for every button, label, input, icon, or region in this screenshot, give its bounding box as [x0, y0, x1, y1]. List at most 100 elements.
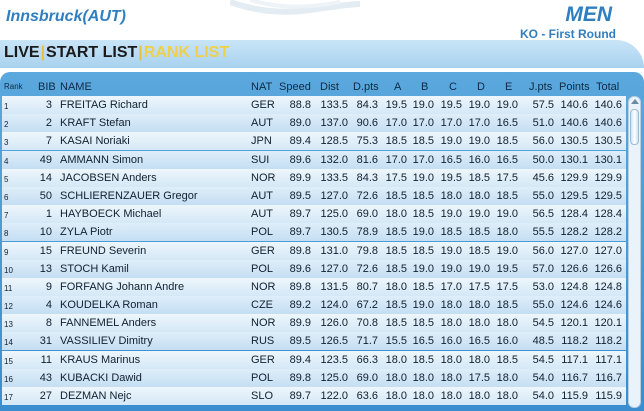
cell-rank: 2 [4, 120, 9, 130]
table-row[interactable]: 5 14 JACOBSEN Anders NOR 89.9 133.5 84.3 17.5 19… [2, 168, 626, 187]
cell-a: 18.0 [385, 371, 407, 384]
venue-title: Innsbruck(AUT) [6, 8, 126, 25]
cell-speed: 89.7 [289, 390, 311, 402]
cell-b: 19.0 [412, 262, 434, 275]
cell-a: 18.0 [385, 280, 407, 293]
cell-dist: 132.0 [320, 153, 348, 166]
cell-points: 128.2 [560, 226, 588, 239]
tab-rank-list[interactable]: RANK LIST [143, 44, 230, 61]
cell-a: 18.0 [385, 208, 407, 221]
cell-a: 18.5 [385, 135, 407, 148]
cell-a: 17.5 [385, 171, 407, 184]
cell-bib: 9 [45, 280, 52, 293]
cell-d: 18.0 [468, 390, 490, 402]
cell-name: KASAI Noriaki [60, 135, 130, 148]
table-row[interactable]: 1 3 FREITAG Richard GER 88.8 133.5 84.3 19.5 19.… [2, 96, 626, 114]
table-row[interactable]: 11 9 FORFANG Johann Andre NOR 89.8 131.5 80.7 1… [2, 277, 626, 296]
cell-c: 19.0 [440, 262, 462, 275]
scroll-thumb[interactable] [630, 109, 639, 145]
cell-b: 19.0 [412, 171, 434, 184]
cell-total: 140.6 [594, 99, 622, 111]
table-row[interactable]: 12 4 KOUDELKA Roman CZE 89.2 124.0 67.2 18.5 19.… [2, 296, 626, 315]
cell-nat: CZE [251, 299, 273, 312]
cell-a: 18.5 [385, 262, 407, 275]
cell-a: 18.0 [385, 390, 407, 402]
cell-total: 115.9 [595, 390, 622, 402]
cell-speed: 89.7 [289, 208, 311, 221]
tab-live[interactable]: LIVE [4, 44, 40, 61]
cell-e: 18.0 [496, 317, 518, 330]
cell-a: 17.0 [385, 117, 407, 130]
cell-speed: 89.0 [289, 117, 311, 130]
cell-dist: 124.0 [320, 299, 348, 312]
table-row[interactable]: 16 43 KUBACKI Dawid POL 89.8 125.0 69.0 18.0 18.… [2, 368, 626, 387]
table-row[interactable]: 9 15 FREUND Severin GER 89.8 131.0 79.8 18.5 18.… [2, 241, 626, 260]
cell-c: 17.0 [440, 117, 462, 130]
tab-start-list[interactable]: START LIST [46, 44, 138, 61]
nav-separator: | [40, 44, 46, 61]
cell-c: 17.0 [440, 280, 462, 293]
cell-speed: 89.5 [289, 335, 311, 348]
cell-dist: 133.5 [320, 99, 348, 111]
table-row[interactable]: 3 7 KASAI Noriaki JPN 89.4 128.5 75.3 18.5 18.5 1… [2, 132, 626, 151]
cell-d: 16.5 [468, 335, 490, 348]
col-total: Total [596, 81, 620, 93]
table-row[interactable]: 7 1 HAYBOECK Michael AUT 89.7 125.0 69.0 18.0 18… [2, 205, 626, 224]
round-title: KO - First Round [520, 27, 616, 41]
table-row[interactable]: 10 13 STOCH Kamil POL 89.6 127.0 72.6 18.5 19.0 1… [2, 259, 626, 278]
cell-total: 130.1 [594, 153, 622, 166]
cell-dpts: 78.9 [356, 226, 378, 239]
cell-name: KRAUS Marinus [60, 353, 141, 366]
cell-total: 128.4 [594, 208, 622, 221]
cell-dpts: 90.6 [356, 117, 378, 130]
cell-bib: 15 [39, 244, 52, 257]
cell-a: 19.5 [385, 99, 407, 111]
cell-name: FREITAG Richard [60, 99, 148, 111]
table-row[interactable]: 17 27 DEZMAN Nejc SLO 89.7 122.0 63.6 18.0 18.0 1… [2, 387, 626, 405]
cell-points: 130.5 [560, 135, 588, 148]
cell-rank: 8 [4, 229, 9, 239]
cell-rank: 13 [4, 320, 13, 330]
cell-bib: 2 [45, 117, 52, 130]
scrollbar[interactable] [628, 96, 641, 408]
cell-speed: 89.8 [289, 280, 311, 293]
cell-a: 18.5 [385, 299, 407, 312]
col-dpts: D.pts [353, 81, 379, 93]
cell-bib: 8 [45, 317, 52, 330]
cell-b: 17.0 [412, 153, 434, 166]
cell-dpts: 81.6 [356, 153, 378, 166]
cell-rank: 7 [4, 211, 9, 221]
col-e: E [505, 81, 513, 93]
cell-nat: AUT [251, 117, 273, 130]
table-row[interactable]: 6 50 SCHLIERENZAUER Gregor AUT 89.5 127.0 72.6… [2, 186, 626, 205]
table-row[interactable]: 8 10 ZYLA Piotr POL 89.7 130.5 78.9 18.5 19.0 18.… [2, 223, 626, 242]
table-row[interactable]: 14 31 VASSILIEV Dimitry RUS 89.5 126.5 71.7 15.… [2, 332, 626, 351]
cell-c: 19.5 [440, 171, 462, 184]
table-row[interactable]: 4 49 AMMANN Simon SUI 89.6 132.0 81.6 17.0 17.0 1… [2, 150, 626, 169]
cell-speed: 89.5 [289, 189, 311, 202]
cell-dist: 133.5 [320, 171, 348, 184]
col-name: NAME [60, 81, 92, 93]
cell-bib: 27 [39, 390, 52, 402]
cell-name: AMMANN Simon [60, 153, 144, 166]
cell-bib: 50 [39, 189, 52, 202]
cell-total: 116.7 [595, 371, 622, 384]
cell-points: 140.6 [560, 117, 588, 130]
cell-jpts: 57.0 [532, 262, 554, 275]
scroll-up-arrow-icon[interactable] [631, 99, 639, 104]
table-row[interactable]: 2 2 KRAFT Stefan AUT 89.0 137.0 90.6 17.0 17.0 17… [2, 114, 626, 133]
table-row[interactable]: 13 8 FANNEMEL Anders NOR 89.9 126.0 70.8 18.5 18… [2, 314, 626, 333]
cell-bib: 1 [45, 208, 52, 221]
cell-points: 130.1 [560, 153, 588, 166]
cell-jpts: 54.5 [532, 353, 554, 366]
cell-c: 18.0 [440, 390, 462, 402]
cell-dist: 127.0 [320, 189, 348, 202]
cell-d: 19.0 [468, 262, 490, 275]
table-row[interactable]: 15 11 KRAUS Marinus GER 89.4 123.5 66.3 18.0 18.… [2, 350, 626, 369]
cell-bib: 13 [39, 262, 52, 275]
cell-speed: 89.2 [289, 299, 311, 312]
cell-dpts: 75.3 [356, 135, 378, 148]
cell-rank: 6 [4, 192, 9, 202]
cell-b: 19.0 [412, 99, 434, 111]
cell-dpts: 71.7 [356, 335, 378, 348]
